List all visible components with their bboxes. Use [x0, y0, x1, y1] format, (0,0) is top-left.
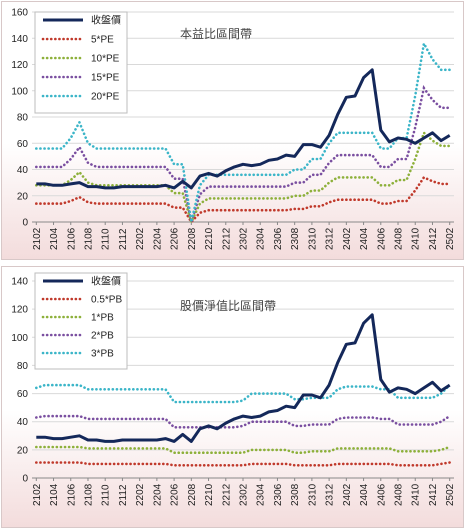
- legend-label: 5*PE: [91, 35, 114, 46]
- y-tick-label: 20: [17, 445, 29, 456]
- x-tick-label: 2106: [66, 483, 77, 506]
- y-tick-label: 100: [11, 86, 28, 97]
- x-tick-label: 2102: [32, 227, 43, 250]
- x-tick-label: 2104: [49, 227, 60, 250]
- y-tick-label: 40: [17, 417, 29, 428]
- x-tick-label: 2412: [428, 483, 439, 506]
- x-tick-label: 2406: [376, 227, 387, 250]
- x-tick-label: 2404: [359, 483, 370, 506]
- series-line: [34, 39, 452, 223]
- y-tick-label: 0: [22, 474, 28, 485]
- x-tick-label: 2404: [359, 227, 370, 250]
- x-tick-label: 2104: [49, 483, 60, 506]
- pb-band-chart-panel: 0 20 40 60 80 100 120 140 2102 2104 2106 2108 2110 21…: [1, 266, 464, 528]
- x-tick-label: 2502: [445, 227, 456, 250]
- x-tick-label: 2212: [221, 227, 232, 250]
- series-line: [34, 383, 452, 404]
- series-line: [34, 175, 452, 225]
- x-tick-label: 2302: [239, 227, 250, 250]
- x-tick-label: 2210: [204, 483, 215, 506]
- x-tick-label: 2406: [376, 483, 387, 506]
- x-tick-label: 2108: [83, 483, 94, 506]
- x-tick-label: 2208: [187, 483, 198, 506]
- y-tick-label: 140: [11, 277, 28, 288]
- x-tick-label: 2410: [411, 227, 422, 250]
- x-tick-label: 2408: [394, 483, 405, 506]
- x-tick-label: 2308: [290, 483, 301, 506]
- x-tick-label: 2302: [239, 483, 250, 506]
- series-line: [36, 68, 451, 190]
- x-tick-label: 2410: [411, 483, 422, 506]
- series-line: [34, 445, 452, 454]
- series-line: [34, 461, 452, 467]
- x-tick-label: 2204: [152, 483, 163, 506]
- legend-label: 1*PB: [91, 313, 114, 324]
- x-tick-label: 2204: [152, 227, 163, 250]
- legend-label: 0.5*PB: [91, 295, 122, 306]
- chart-title: 本益比區間帶: [180, 27, 252, 41]
- series-line: [34, 414, 452, 429]
- y-tick-label: 120: [11, 305, 28, 316]
- x-tick-label: 2306: [273, 483, 284, 506]
- y-tick-label: 120: [11, 60, 28, 71]
- x-tick-label: 2408: [394, 227, 405, 250]
- pe-band-chart-panel: 0 20 40 60 80 100 120 140 160 2102 2104 2106 2108 211…: [1, 1, 464, 260]
- chart-title: 股價淨值比區間帶: [180, 298, 276, 313]
- x-tick-label: 2206: [170, 227, 181, 250]
- pe-band-chart: 0 20 40 60 80 100 120 140 160 2102 2104 2106 2108 211…: [11, 8, 456, 251]
- legend-label: 收盤價: [91, 14, 121, 27]
- y-tick-label: 20: [17, 191, 29, 202]
- y-tick-label: 40: [17, 165, 29, 176]
- y-tick-label: 160: [11, 8, 28, 19]
- x-tick-label: 2304: [256, 227, 267, 250]
- x-tick-label: 2112: [118, 228, 129, 250]
- x-tick-label: 2312: [325, 483, 336, 506]
- x-tick-label: 2102: [32, 483, 43, 506]
- x-tick-label: 2202: [135, 483, 146, 506]
- x-tick-label: 2206: [170, 483, 181, 506]
- x-tick-label: 2108: [83, 227, 94, 250]
- x-tick-label: 2106: [66, 227, 77, 250]
- legend-label: 15*PE: [91, 73, 120, 84]
- x-tick-label: 2208: [187, 227, 198, 250]
- y-tick-label: 0: [22, 218, 28, 229]
- x-tick-label: 2110: [101, 484, 112, 506]
- x-tick-label: 2202: [135, 227, 146, 250]
- x-tick-label: 2402: [342, 227, 353, 250]
- x-tick-label: 2304: [256, 483, 267, 506]
- pb-band-chart: 0 20 40 60 80 100 120 140 2102 2104 2106 2108 2110 21…: [11, 272, 456, 506]
- x-tick-label: 2310: [307, 483, 318, 506]
- y-tick-label: 80: [17, 113, 29, 124]
- x-tick-label: 2112: [118, 484, 129, 506]
- legend-label: 20*PE: [91, 92, 120, 103]
- y-tick-label: 100: [11, 333, 28, 344]
- x-tick-label: 2502: [445, 483, 456, 506]
- x-tick-label: 2402: [342, 483, 353, 506]
- x-tick-label: 2412: [428, 227, 439, 250]
- legend-label: 收盤價: [91, 275, 121, 288]
- legend-label: 3*PB: [91, 349, 114, 360]
- y-tick-label: 140: [11, 34, 28, 45]
- legend-label: 2*PB: [91, 331, 114, 342]
- x-tick-label: 2310: [307, 227, 318, 250]
- x-tick-label: 2306: [273, 227, 284, 250]
- series-line: [34, 130, 452, 226]
- x-tick-label: 2110: [101, 228, 112, 250]
- y-tick-label: 60: [17, 139, 29, 150]
- legend-label: 10*PE: [91, 54, 120, 65]
- x-tick-label: 2308: [290, 227, 301, 250]
- series-line: [34, 85, 452, 223]
- y-tick-label: 80: [17, 361, 29, 372]
- series-line: [36, 313, 451, 443]
- x-tick-label: 2210: [204, 227, 215, 250]
- x-tick-label: 2312: [325, 227, 336, 250]
- x-tick-label: 2212: [221, 483, 232, 506]
- y-tick-label: 60: [17, 389, 29, 400]
